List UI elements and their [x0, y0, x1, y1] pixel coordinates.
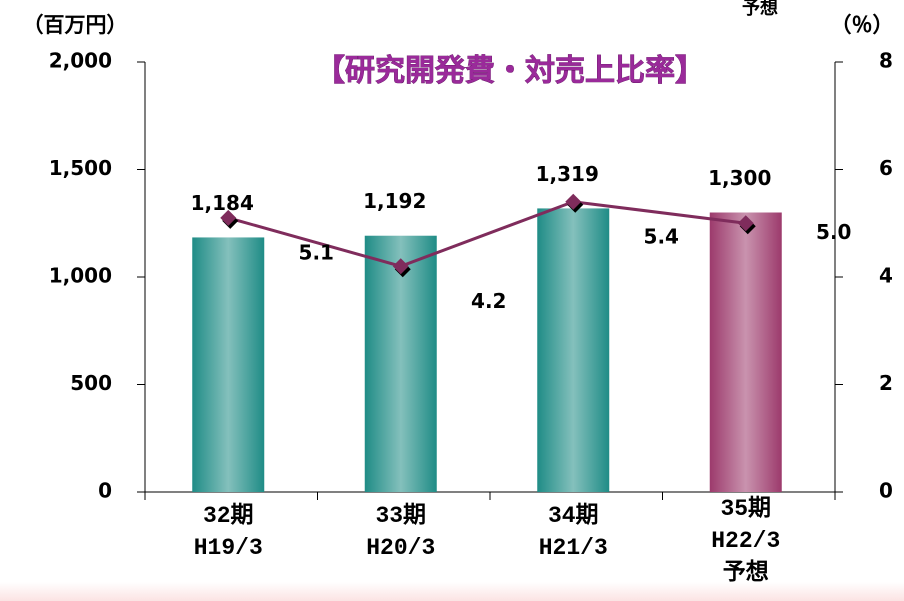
- y2-axis-label: （％）: [831, 13, 894, 37]
- y2-tick-label: 0: [879, 479, 893, 503]
- bar-value-label: 1,319: [536, 162, 599, 186]
- y-tick-label: 0: [98, 479, 112, 503]
- footer-band: [0, 582, 904, 601]
- marker: [565, 193, 582, 210]
- marker: [220, 209, 237, 226]
- line: [227, 200, 746, 268]
- x-tick-label: 35期 H22/3 予想: [711, 496, 781, 586]
- line-value-label: 4.2: [471, 289, 506, 313]
- marker: [392, 258, 409, 275]
- bar-value-label: 1,184: [191, 191, 254, 215]
- y-tick-label: 2,000: [49, 49, 112, 73]
- y-tick-label: 1,500: [49, 156, 112, 180]
- bar-value-label: 1,300: [708, 166, 771, 190]
- chart-title: 【研究開発費・対売上比率】: [315, 54, 705, 89]
- line-value-label: 5.1: [299, 240, 334, 264]
- x-tick-label: 34期 H21/3: [538, 503, 608, 561]
- x-tick-label: 33期 H20/3: [366, 503, 436, 561]
- y-tick-label: 1,000: [49, 264, 112, 288]
- y2-tick-label: 2: [879, 371, 893, 395]
- bar: [364, 235, 437, 492]
- annotation: 予想: [742, 0, 778, 19]
- bar-value-label: 1,192: [363, 189, 426, 213]
- marker: [737, 215, 754, 232]
- y2-tick-label: 8: [879, 49, 893, 73]
- bar: [537, 208, 610, 493]
- y-tick-label: 500: [70, 371, 112, 395]
- y-axis-label: （百万円）: [23, 13, 128, 37]
- x-tick-label: 32期 H19/3: [193, 503, 263, 561]
- y2-tick-label: 4: [879, 264, 893, 288]
- line-value-label: 5.4: [644, 224, 679, 248]
- y2-tick-label: 6: [879, 156, 893, 180]
- line-value-label: 5.0: [816, 220, 851, 244]
- bar: [192, 237, 265, 492]
- bar: [709, 212, 782, 492]
